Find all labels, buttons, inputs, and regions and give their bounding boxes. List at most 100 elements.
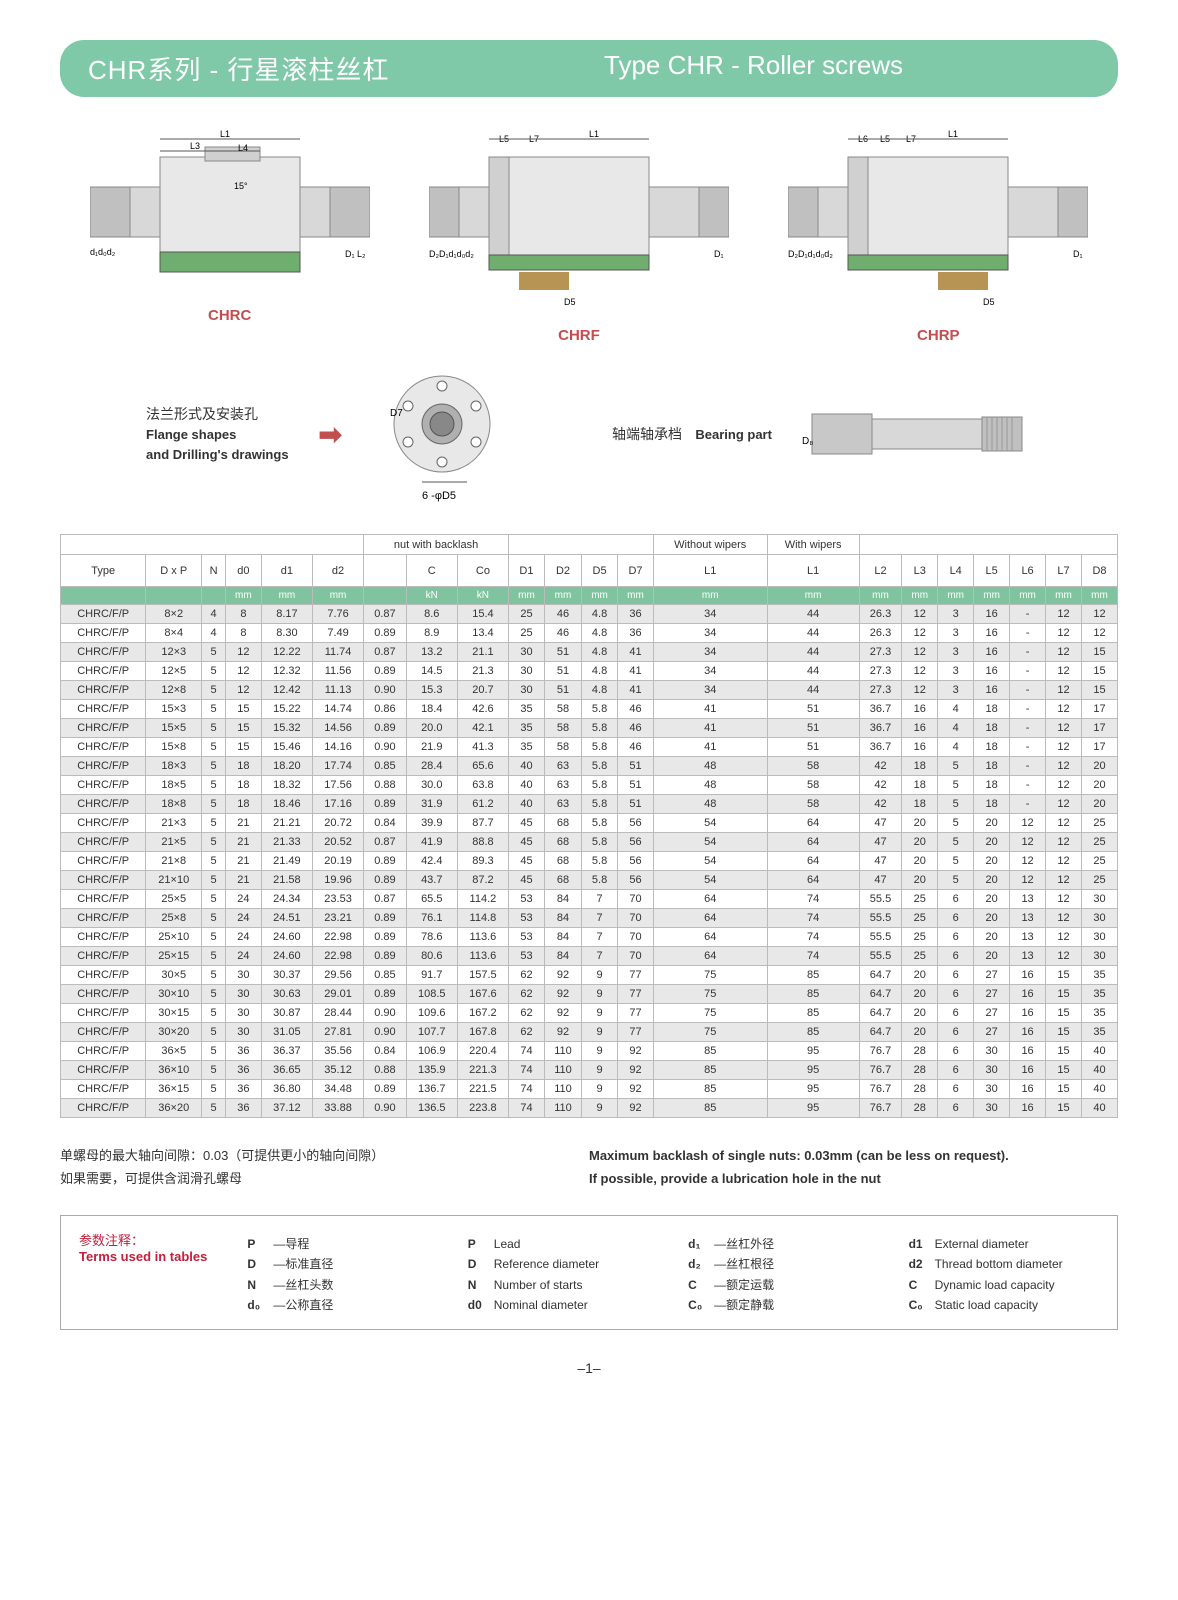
cell: 223.8 [457,1099,508,1118]
cell: 68 [544,833,581,852]
cell: 51 [767,700,859,719]
cell: 92 [544,985,581,1004]
cell: 110 [544,1080,581,1099]
cell: 77 [618,1023,654,1042]
cell: 51 [618,776,654,795]
cell: 5.8 [582,700,618,719]
cell: 42.4 [406,852,457,871]
table-row: CHRC/F/P12×351212.2211.740.8713.221.1305… [61,643,1118,662]
cell: 77 [618,1004,654,1023]
cell: 18.4 [406,700,457,719]
cell: 41.3 [457,738,508,757]
cell: 28 [902,1080,938,1099]
cell: 11.13 [312,681,363,700]
cell: 5 [202,643,226,662]
cell: CHRC/F/P [61,681,146,700]
cell: 30 [1081,928,1117,947]
cell: 0.89 [364,947,407,966]
cell: 54 [653,833,767,852]
cell: 30 [225,966,261,985]
cell: 20 [902,871,938,890]
table-row: CHRC/F/P30×1553030.8728.440.90109.6167.2… [61,1004,1118,1023]
cell: 167.2 [457,1004,508,1023]
note-backlash-cn: 单螺母的最大轴向间隙：0.03（可提供更小的轴向间隙） [60,1144,589,1167]
cell: 63 [544,757,581,776]
banner-cn: CHR系列 - 行星滚柱丝杠 [88,50,574,87]
cell: 75 [653,1023,767,1042]
cell: 9 [582,1042,618,1061]
cell: 0.89 [364,871,407,890]
cell: 27.3 [859,643,902,662]
cell: 58 [544,719,581,738]
col-header: L4 [938,555,974,587]
cell: 40 [1081,1080,1117,1099]
cell: 68 [544,852,581,871]
col-header: D1 [508,555,544,587]
cell: 45 [508,871,544,890]
cell: CHRC/F/P [61,605,146,624]
cell: 74 [767,928,859,947]
unit-cell: mm [618,587,654,605]
cell: 4.8 [582,643,618,662]
cell: 15 [1046,1099,1082,1118]
cell: 0.85 [364,757,407,776]
cell: 76.1 [406,909,457,928]
notes: 单螺母的最大轴向间隙：0.03（可提供更小的轴向间隙） Maximum back… [60,1144,1118,1191]
arrow-icon: ➡ [319,418,342,451]
cell: CHRC/F/P [61,776,146,795]
cell: 40 [508,795,544,814]
svg-text:L1: L1 [589,129,599,139]
cell: 85 [767,1023,859,1042]
svg-text:D₁: D₁ [714,249,724,259]
term-row: CDynamic load capacity [909,1275,1099,1295]
cell: 12 [902,662,938,681]
cell: 4 [938,700,974,719]
cell: 91.7 [406,966,457,985]
cell: 84 [544,890,581,909]
cell: 42.6 [457,700,508,719]
cell: 64 [767,814,859,833]
cell: 48 [653,795,767,814]
cell: 110 [544,1099,581,1118]
cell: 64 [767,852,859,871]
table-row: CHRC/F/P25×552424.3423.530.8765.5114.253… [61,890,1118,909]
cell: 30.37 [261,966,312,985]
cell: 6 [938,909,974,928]
cell: 64.7 [859,966,902,985]
cell: 5.8 [582,719,618,738]
bearing-en: Bearing part [695,427,772,442]
svg-text:D₁: D₁ [1073,249,1083,259]
cell: 17 [1081,700,1117,719]
cell: 30×5 [146,966,202,985]
cell: 20 [1081,795,1117,814]
cell: 18 [902,776,938,795]
cell: 0.86 [364,700,407,719]
cell: 58 [544,700,581,719]
cell: 136.7 [406,1080,457,1099]
table-row: CHRC/F/P18×351818.2017.740.8528.465.6406… [61,757,1118,776]
cell: 21 [225,814,261,833]
cell: 0.89 [364,795,407,814]
cell: 16 [974,681,1010,700]
cell: 5 [202,1099,226,1118]
cell: 0.89 [364,662,407,681]
cell: 5.8 [582,757,618,776]
cell: 30 [974,1061,1010,1080]
unit-cell: mm [1081,587,1117,605]
cell: 4 [202,605,226,624]
cell: CHRC/F/P [61,985,146,1004]
cell: 167.8 [457,1023,508,1042]
cell: 0.90 [364,681,407,700]
cell: 63 [544,776,581,795]
cell: 44 [767,624,859,643]
cell: 51 [767,719,859,738]
cell: 34 [653,643,767,662]
cell: 12.32 [261,662,312,681]
cell: 35 [508,738,544,757]
table-head: nut with backlash Without wipers With wi… [61,535,1118,605]
cell: 0.87 [364,890,407,909]
cell: 12 [1046,662,1082,681]
cell: 85 [653,1099,767,1118]
cell: 25 [1081,814,1117,833]
cell: 30 [225,1004,261,1023]
